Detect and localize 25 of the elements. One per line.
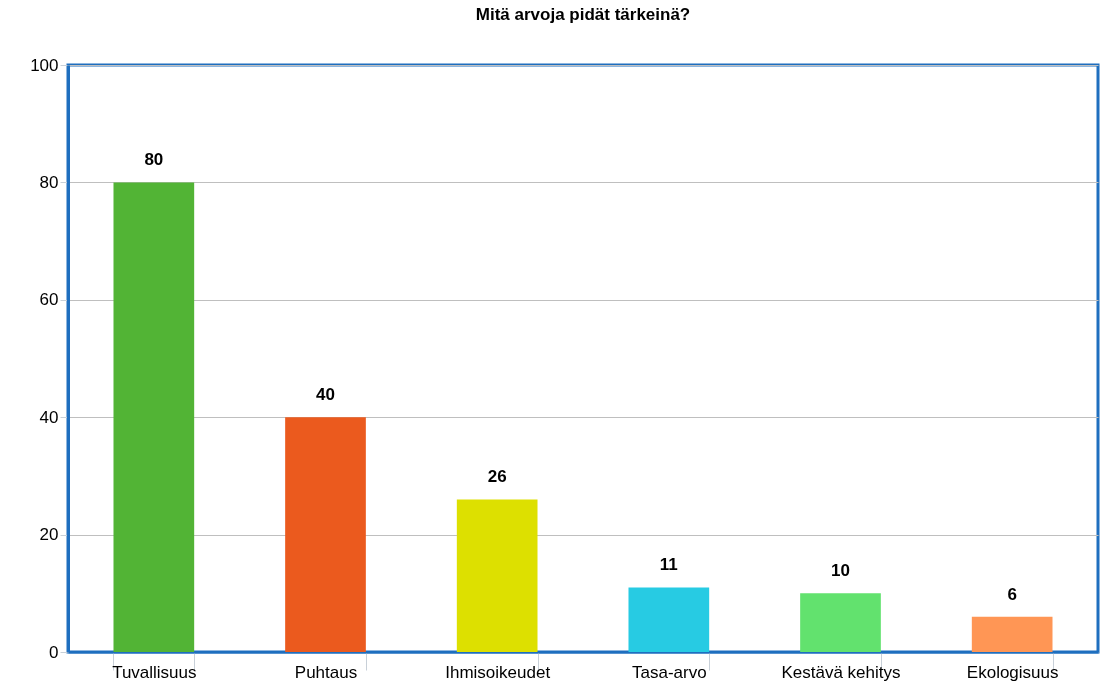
bar bbox=[971, 616, 1053, 652]
bar bbox=[285, 417, 366, 652]
data-label: 26 bbox=[487, 467, 507, 487]
bar bbox=[113, 182, 195, 652]
x-tick-label: Kestävä kehitys bbox=[781, 662, 901, 682]
bar bbox=[456, 499, 538, 652]
x-tick-label: Tuvallisuus bbox=[112, 662, 197, 682]
y-tick-label: 20 bbox=[39, 525, 59, 545]
bar bbox=[800, 593, 881, 652]
y-tick-label: 0 bbox=[49, 642, 59, 662]
bar bbox=[628, 587, 710, 652]
y-tick-label: 100 bbox=[30, 55, 59, 75]
x-tick-label: Ihmisoikeudet bbox=[445, 662, 551, 682]
x-tick-label: Puhtaus bbox=[294, 662, 358, 682]
y-tick-label: 80 bbox=[39, 172, 59, 192]
y-tick-label: 60 bbox=[39, 290, 59, 310]
data-label: 40 bbox=[316, 385, 335, 405]
data-label: 11 bbox=[659, 555, 678, 575]
x-tick-label: Ekologisuus bbox=[966, 662, 1059, 682]
data-label: 80 bbox=[144, 150, 164, 170]
data-label: 6 bbox=[1007, 584, 1017, 604]
x-tick-label: Tasa-arvo bbox=[632, 662, 707, 682]
data-label: 10 bbox=[831, 561, 850, 581]
y-tick-label: 40 bbox=[39, 407, 59, 427]
chart-title: Mitä arvoja pidät tärkeinä? bbox=[475, 5, 691, 24]
